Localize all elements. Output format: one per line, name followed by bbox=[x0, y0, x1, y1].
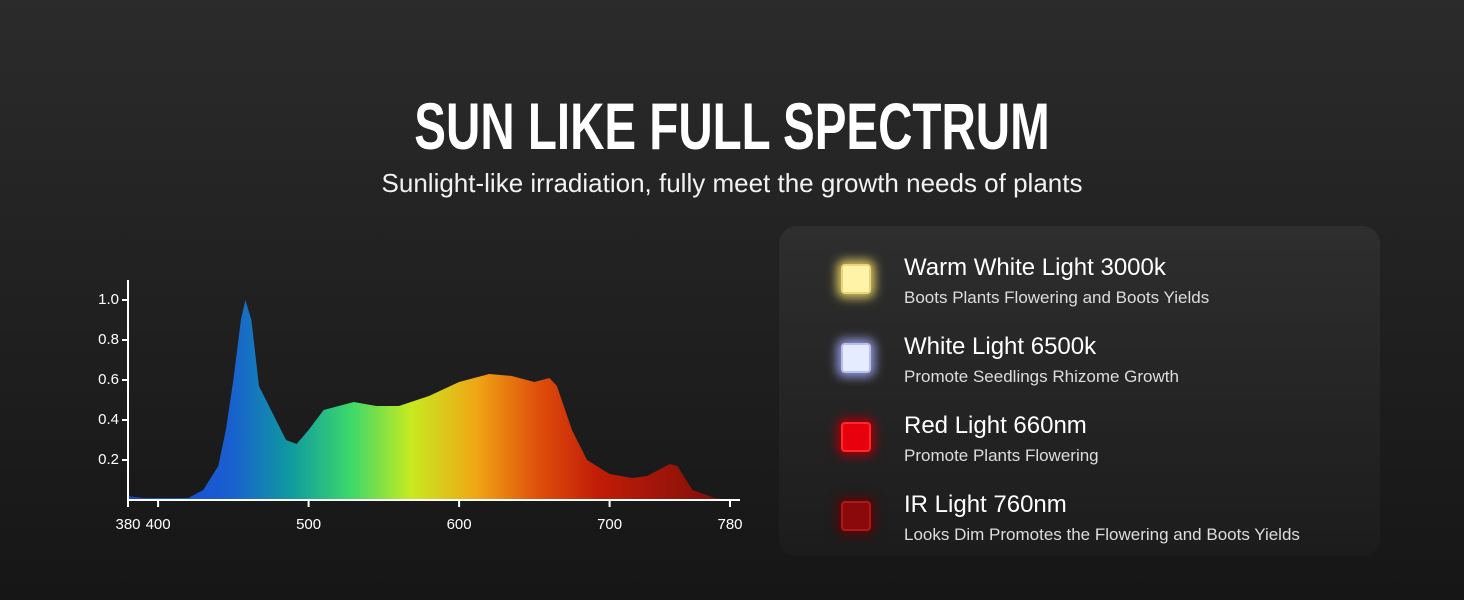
y-tick-label: 1.0 bbox=[98, 291, 119, 308]
icon bbox=[841, 501, 871, 531]
legend-item: Red Light 660nm Promote Plants Flowering bbox=[779, 410, 1380, 480]
item-title: IR Light 760nm bbox=[904, 491, 1067, 518]
legend-item: IR Light 760nm Looks Dim Promotes the Fl… bbox=[779, 489, 1380, 559]
x-tick-label: 600 bbox=[447, 516, 472, 533]
y-tick-label: 0.2 bbox=[98, 451, 119, 468]
item-description: Promote Seedlings Rhizome Growth bbox=[904, 367, 1179, 386]
item-description: Boots Plants Flowering and Boots Yields bbox=[904, 288, 1210, 307]
x-tick-label: 380 bbox=[115, 516, 140, 533]
item-title: Red Light 660nm bbox=[904, 412, 1087, 439]
x-tick-label: 400 bbox=[146, 516, 171, 533]
y-tick-label: 0.4 bbox=[98, 411, 119, 428]
subtitle: Sunlight-like irradiation, fully meet th… bbox=[381, 168, 1083, 198]
legend-item: White Light 6500k Promote Seedlings Rhiz… bbox=[779, 331, 1380, 401]
x-tick-label: 700 bbox=[597, 516, 622, 533]
legend-item: Warm White Light 3000k Boots Plants Flow… bbox=[779, 252, 1380, 322]
title: SUN LIKE FULL SPECTRUM bbox=[414, 89, 1050, 163]
x-tick-label: 780 bbox=[717, 516, 742, 533]
item-title: White Light 6500k bbox=[904, 333, 1097, 360]
item-title: Warm White Light 3000k bbox=[904, 254, 1166, 281]
chart: 380 400 500 600 700 780 0.2 0.4 0.6 0.8 1.0 bbox=[98, 280, 743, 533]
icon bbox=[841, 422, 871, 452]
legend-panel: Warm White Light 3000k Boots Plants Flow… bbox=[779, 226, 1380, 556]
x-tick-label: 500 bbox=[296, 516, 321, 533]
icon bbox=[841, 264, 871, 294]
item-description: Promote Plants Flowering bbox=[904, 446, 1099, 465]
icon bbox=[841, 343, 871, 373]
y-tick-label: 0.6 bbox=[98, 371, 119, 388]
spectrum-area bbox=[128, 300, 730, 500]
item-description: Looks Dim Promotes the Flowering and Boo… bbox=[904, 525, 1300, 544]
y-tick-label: 0.8 bbox=[98, 331, 119, 348]
